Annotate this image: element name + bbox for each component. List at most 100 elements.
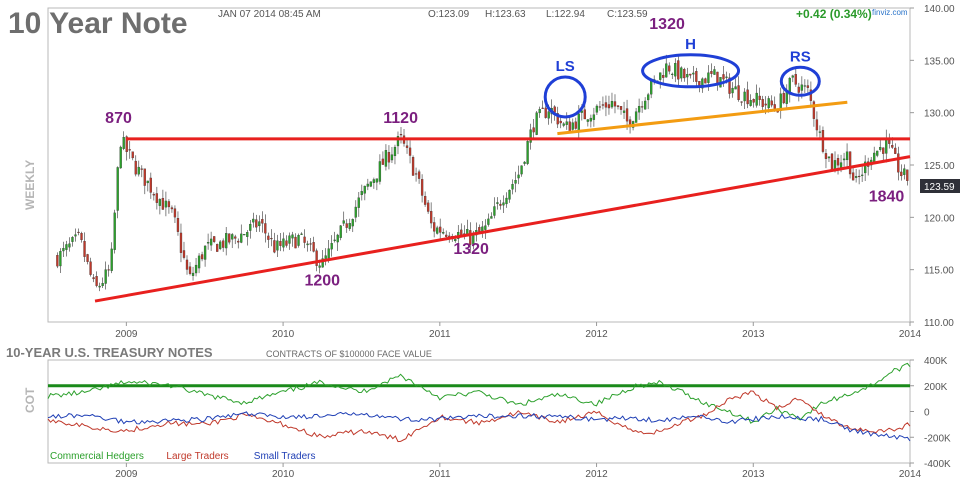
price-y-axis: 110.00 115.00 120.00 125.00 130.00 135.00 140.… xyxy=(910,4,955,329)
cot-y-tick-label: 200K xyxy=(924,382,948,393)
price-y-tick-label: 140.00 xyxy=(924,4,955,15)
candle-up xyxy=(327,248,330,259)
cot-y-tick-label: 0 xyxy=(924,408,930,419)
candle-down xyxy=(315,250,318,266)
annotations: 870 1120 1200 1320 1320 1840 xyxy=(105,16,904,289)
candle-up xyxy=(342,220,345,224)
weekly-label: WEEKLY xyxy=(23,160,37,210)
candle-down xyxy=(255,219,258,228)
candle-down xyxy=(182,250,186,258)
candle-up xyxy=(731,87,734,94)
cot-x-tick-label: 2011 xyxy=(429,469,451,480)
candle-down xyxy=(423,196,427,205)
candle-up xyxy=(354,206,357,218)
high-value: H:123.63 xyxy=(485,9,526,20)
candle-up xyxy=(194,264,198,274)
candle-up xyxy=(243,234,246,236)
candle-down xyxy=(758,95,761,100)
candle-up xyxy=(562,123,565,126)
candle-down xyxy=(420,179,424,196)
candle-up xyxy=(511,184,514,190)
candle-down xyxy=(381,158,385,165)
candle-up xyxy=(225,233,228,249)
candle-down xyxy=(176,218,180,232)
cot-series-line xyxy=(47,411,911,442)
trend-lines xyxy=(94,100,911,303)
candle-up xyxy=(749,100,752,106)
candle-down xyxy=(261,219,264,224)
finviz-logo[interactable]: finviz.com xyxy=(872,8,908,17)
candle-up xyxy=(116,167,119,211)
candle-down xyxy=(405,145,409,148)
candle-up xyxy=(366,183,369,187)
candle-up xyxy=(393,146,397,157)
candle-up xyxy=(785,91,788,104)
candle-down xyxy=(107,269,110,271)
candle-up xyxy=(357,197,360,208)
candle-up xyxy=(502,202,505,206)
candle-up xyxy=(508,189,511,200)
candle-up xyxy=(360,191,363,196)
candle-up xyxy=(767,98,770,109)
candle-down xyxy=(125,136,128,153)
candle-down xyxy=(894,147,897,154)
candle-up xyxy=(755,92,758,106)
candle-up xyxy=(589,117,593,122)
candle-up xyxy=(903,168,906,175)
low-value: L:122.94 xyxy=(546,9,585,20)
candle-down xyxy=(56,255,59,267)
price-annotation: 1320 xyxy=(649,16,685,33)
candle-down xyxy=(848,151,852,175)
candle-down xyxy=(601,104,605,106)
candle-down xyxy=(222,240,225,248)
candle-down xyxy=(794,74,797,85)
cot-y-tick-label: -200K xyxy=(924,433,951,444)
pattern-label: LS xyxy=(556,58,575,75)
candle-down xyxy=(737,85,740,101)
cot-x-tick-label: 2014 xyxy=(899,469,922,480)
candle-up xyxy=(240,233,243,243)
timestamp: JAN 07 2014 08:45 AM xyxy=(218,9,321,20)
candle-down xyxy=(806,85,810,88)
cot-x-tick-label: 2013 xyxy=(742,469,765,480)
candle-up xyxy=(336,234,339,243)
cot-y-tick-label: 400K xyxy=(924,356,948,367)
candle-down xyxy=(710,71,713,74)
candle-down xyxy=(270,237,273,240)
chart-title: 10 Year Note xyxy=(8,7,188,40)
candle-up xyxy=(62,248,65,252)
candle-down xyxy=(677,60,680,80)
candle-down xyxy=(399,134,403,136)
candle-up xyxy=(454,239,457,242)
candle-down xyxy=(583,109,587,120)
price-y-tick-label: 135.00 xyxy=(924,56,955,67)
candle-down xyxy=(821,130,825,152)
candle-up xyxy=(306,243,309,246)
candle-up xyxy=(363,185,366,194)
candle-down xyxy=(312,242,315,252)
candle-down xyxy=(387,152,391,163)
candle-up xyxy=(321,258,324,268)
pattern-circle xyxy=(641,53,741,89)
candle-up xyxy=(203,245,207,260)
candle-up xyxy=(291,234,294,239)
candle-up xyxy=(396,136,400,147)
candle-down xyxy=(695,71,698,82)
pattern-label: RS xyxy=(790,48,811,65)
price-panel-frame xyxy=(47,7,911,323)
candle-down xyxy=(815,119,819,131)
candle-down xyxy=(140,168,143,170)
candle-up xyxy=(351,219,354,227)
candle-down xyxy=(761,98,764,107)
cot-legend-item: Commercial Hedgers xyxy=(50,451,144,462)
candle-up xyxy=(110,248,113,271)
candle-down xyxy=(426,202,430,212)
candle-down xyxy=(149,177,152,193)
candle-down xyxy=(722,74,725,80)
candle-up xyxy=(339,225,342,238)
candle-up xyxy=(803,85,807,87)
candle-up xyxy=(119,146,122,169)
candle-up xyxy=(191,272,195,276)
candle-down xyxy=(499,203,502,206)
